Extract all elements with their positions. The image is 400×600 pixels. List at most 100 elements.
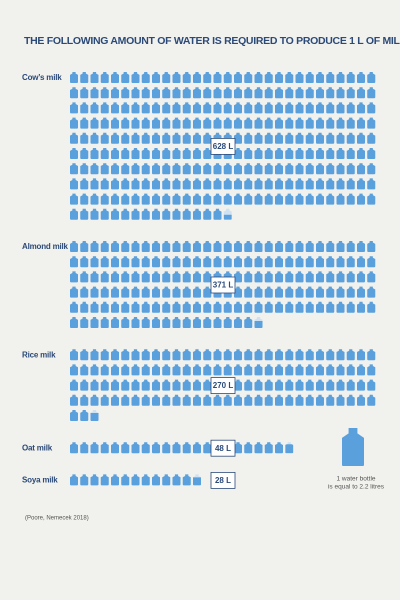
bottle (264, 148, 273, 159)
bottle (213, 364, 222, 376)
bottle (213, 301, 222, 313)
bottle (295, 72, 304, 83)
bottle (203, 379, 212, 391)
bottle (326, 364, 335, 376)
bottle (203, 256, 212, 268)
bottle (90, 102, 99, 114)
bottle (223, 301, 232, 313)
bottle (172, 286, 181, 298)
bottle (162, 364, 171, 376)
bottle (182, 317, 191, 329)
bottle (100, 349, 109, 361)
bottle (346, 102, 355, 114)
bottle (254, 193, 263, 205)
bottle (233, 193, 242, 205)
bottle (182, 132, 191, 144)
bottle (254, 102, 263, 114)
bottle (275, 132, 283, 144)
value-label: 48 L (215, 444, 231, 453)
bottle (367, 364, 376, 376)
bottle-partial (223, 214, 232, 220)
bottle (121, 379, 130, 391)
bottle (244, 241, 253, 252)
bottle (90, 349, 99, 361)
bottle (275, 72, 283, 83)
legend-bottle (342, 428, 364, 466)
bottle (151, 102, 160, 114)
bottle (70, 87, 78, 99)
bottle (70, 132, 78, 144)
bottle (141, 317, 150, 329)
bottle (295, 301, 304, 313)
bottle (121, 208, 130, 220)
bottle (295, 132, 304, 144)
bottle (285, 132, 294, 144)
bottle (80, 193, 89, 205)
bottle (151, 193, 160, 205)
bottle (111, 379, 119, 391)
bottle (264, 364, 273, 376)
bottle (367, 241, 376, 252)
bottle (357, 117, 365, 129)
bottle (151, 241, 160, 252)
category-label: Rice milk (22, 350, 56, 359)
bottle (233, 349, 242, 361)
bottle (295, 256, 304, 268)
bottle (192, 442, 201, 454)
bottle (346, 148, 355, 159)
bottle (316, 117, 324, 129)
bottle (111, 286, 119, 298)
bottle (192, 72, 201, 83)
bottle (264, 132, 273, 144)
bottle (305, 301, 314, 313)
bottle-partial (193, 477, 201, 486)
bottle (285, 349, 294, 361)
bottle (70, 394, 78, 406)
bottle (326, 271, 335, 283)
bottle (70, 301, 78, 313)
bottle (80, 349, 89, 361)
bottle (80, 271, 89, 283)
bottle (223, 241, 232, 252)
bottle (233, 394, 242, 406)
bottle (151, 317, 160, 329)
bottle (264, 72, 273, 83)
bottle (172, 317, 181, 329)
bottle (264, 256, 273, 268)
bottle (90, 132, 99, 144)
bottle (162, 117, 171, 129)
bottle (151, 178, 160, 190)
bottle (264, 87, 273, 99)
bottle (275, 442, 283, 454)
bottle (285, 178, 294, 190)
bottle (305, 271, 314, 283)
bottle (182, 72, 191, 83)
bottle (285, 163, 294, 175)
bottle (151, 163, 160, 175)
bottle (192, 286, 201, 298)
bottle (326, 193, 335, 205)
bottle (131, 256, 140, 268)
bottle (172, 241, 181, 252)
bottle (131, 301, 140, 313)
bottle (316, 394, 324, 406)
bottle (192, 132, 201, 144)
bottle (90, 364, 99, 376)
bottle (80, 72, 89, 83)
bottle (141, 286, 150, 298)
bottle (305, 72, 314, 83)
bottle (233, 364, 242, 376)
bottle (223, 394, 232, 406)
bottle (346, 163, 355, 175)
bottle (254, 241, 263, 252)
bottle (244, 193, 253, 205)
bottle (213, 208, 222, 220)
bottle (90, 178, 99, 190)
bottle (182, 117, 191, 129)
bottle (182, 379, 191, 391)
bottle (316, 256, 324, 268)
bottle (121, 178, 130, 190)
bottle (100, 474, 109, 486)
bottle (326, 241, 335, 252)
